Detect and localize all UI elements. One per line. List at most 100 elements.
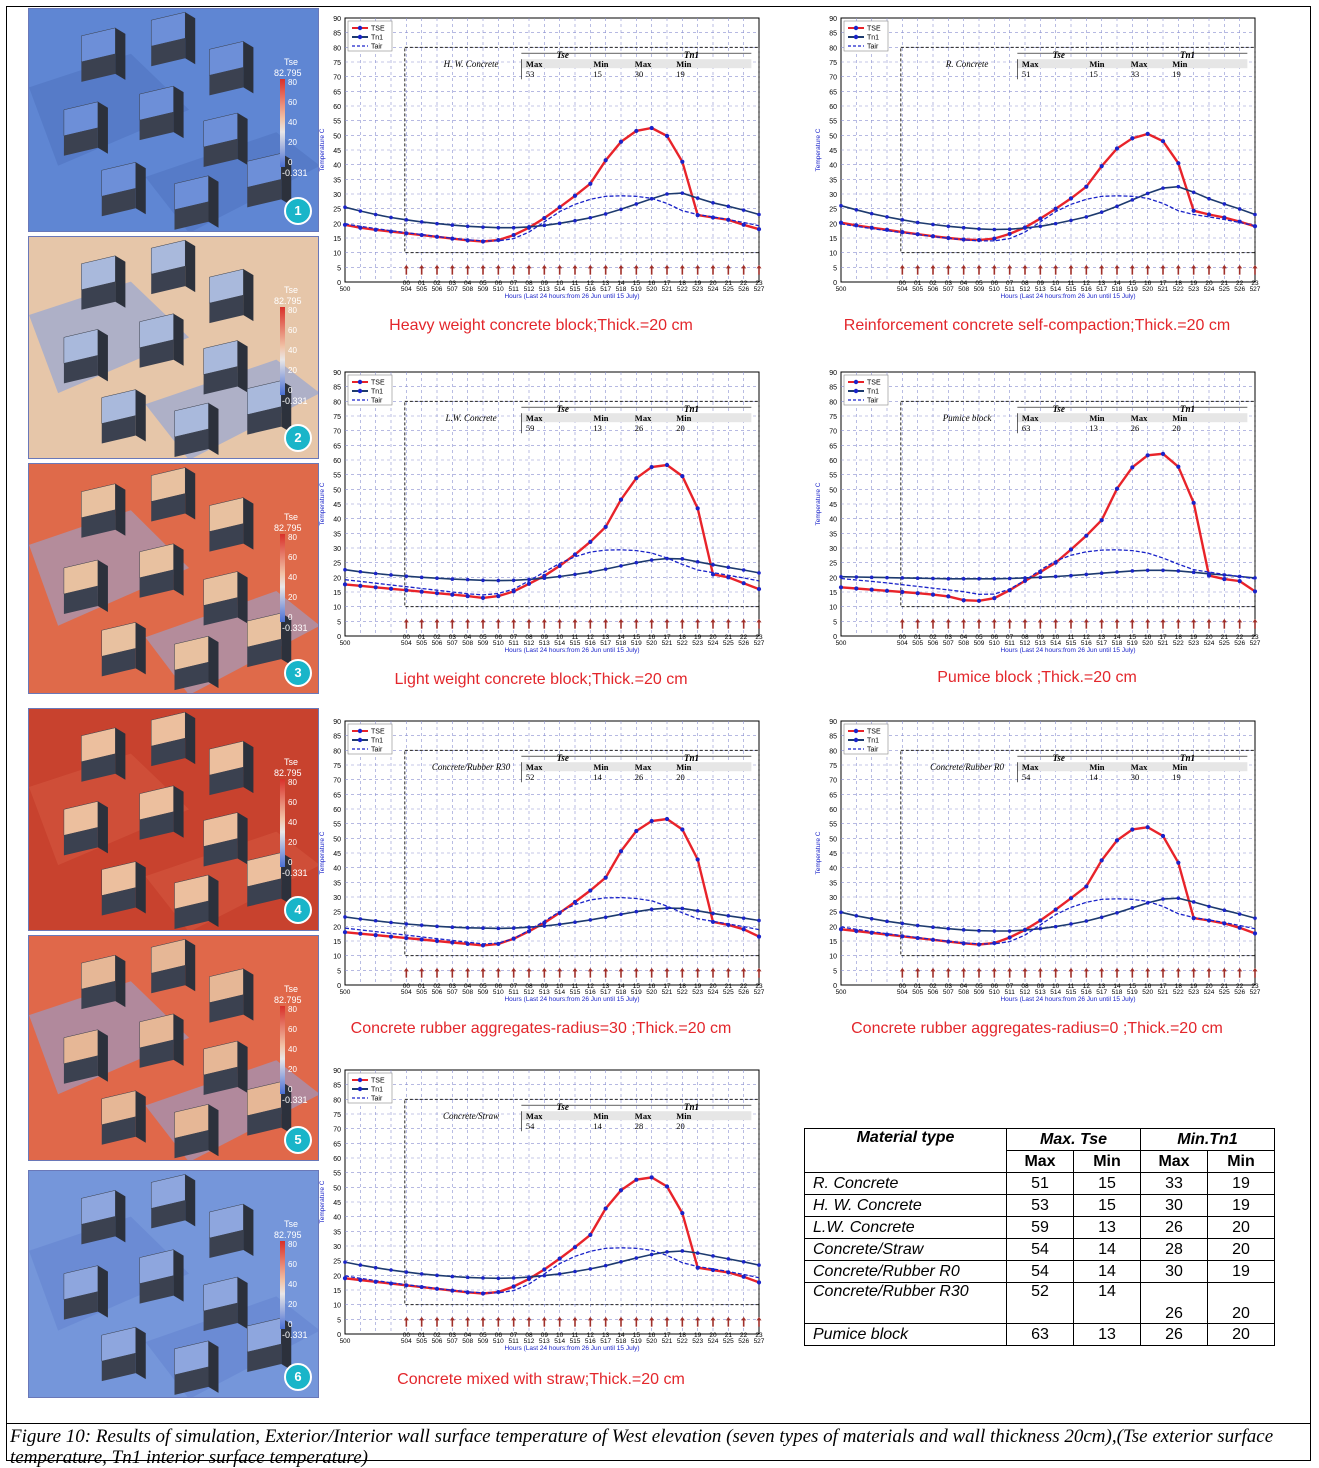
hour-arrow-head	[465, 967, 471, 972]
building-block	[63, 801, 108, 856]
hour-label: 02	[433, 634, 441, 641]
data-point	[526, 581, 532, 586]
colorbar-min: -0.331	[282, 868, 308, 878]
inset-value: 13	[1089, 423, 1098, 433]
data-point	[603, 212, 608, 216]
data-point	[1161, 568, 1165, 573]
colorbar-tick: 0	[288, 386, 293, 395]
hour-arrow-head	[679, 967, 685, 972]
hour-label: 20	[1205, 280, 1213, 287]
y-tick-label: 80	[829, 399, 837, 406]
data-point	[496, 225, 501, 230]
data-point	[1222, 576, 1227, 582]
hour-label: 18	[679, 634, 687, 641]
material-cell: R. Concrete	[804, 1172, 1007, 1195]
x-tick-label: 514	[1050, 989, 1061, 996]
x-tick-label: 512	[524, 989, 535, 996]
x-tick-label: 509	[478, 286, 489, 293]
data-point	[419, 923, 424, 927]
hour-label: 09	[541, 634, 549, 641]
x-tick-label: 524	[708, 286, 719, 293]
data-point	[1176, 464, 1181, 469]
hour-arrow-head	[587, 967, 593, 972]
y-tick-label: 90	[829, 719, 837, 726]
tn1-min-cell: 19	[1207, 1260, 1275, 1283]
inset-value: 14	[593, 772, 602, 782]
colorbar-max: 82.795	[274, 68, 302, 78]
hour-arrow-head	[945, 967, 951, 972]
hour-arrow-head	[1022, 264, 1028, 269]
data-point	[1053, 907, 1058, 912]
data-point	[756, 934, 762, 939]
x-tick-label: 507	[447, 640, 458, 647]
inset-header-tse: Tse	[1053, 50, 1065, 60]
y-tick-label: 35	[333, 1229, 341, 1236]
tn1-max-cell: 26	[1140, 1323, 1208, 1346]
hour-label: 10	[1052, 280, 1060, 287]
hour-label: 03	[449, 1332, 457, 1339]
data-point	[496, 926, 501, 931]
y-tick-label: 15	[829, 236, 837, 243]
hour-label: 04	[960, 634, 968, 641]
hour-label: 04	[960, 280, 968, 287]
data-point	[511, 926, 516, 930]
data-point	[680, 159, 685, 164]
period-box	[900, 400, 1256, 608]
data-point	[1161, 186, 1165, 190]
hour-arrow-head	[434, 1316, 440, 1321]
x-tick-label: 526	[1234, 286, 1245, 293]
y-axis-label: Temperature C	[815, 128, 822, 171]
x-tick-label: 512	[1020, 989, 1031, 996]
x-tick-label: 519	[631, 989, 642, 996]
data-point	[450, 1274, 455, 1279]
inset-subheader: Max	[1131, 59, 1148, 69]
data-point	[619, 207, 623, 212]
hour-label: 05	[975, 634, 983, 641]
y-tick-label: 45	[333, 502, 341, 509]
hour-label: 08	[1021, 280, 1029, 287]
x-tick-label: 527	[1250, 640, 1261, 647]
data-point	[695, 196, 700, 200]
building-block	[150, 11, 196, 67]
series-line	[344, 1250, 760, 1280]
hour-label: 04	[464, 983, 472, 990]
hour-arrow-head	[930, 618, 936, 623]
data-point	[1099, 858, 1104, 863]
hour-label: 07	[510, 280, 518, 287]
data-point	[854, 586, 859, 591]
hour-label: 07	[510, 983, 518, 990]
hour-label: 20	[709, 983, 717, 990]
hour-label: 11	[1068, 983, 1075, 990]
simulation-screenshot-5: Tse 82.795 80 60 40 20 0 -0.331 5	[28, 935, 319, 1161]
colorbar-gradient	[280, 1006, 285, 1094]
data-point	[358, 917, 363, 921]
y-tick-label: 70	[829, 778, 837, 785]
y-tick-label: 25	[829, 910, 837, 917]
x-tick-label: 524	[1204, 640, 1215, 647]
data-point	[435, 576, 439, 581]
y-axis-label: Temperature C	[815, 831, 822, 874]
hour-label: 12	[587, 280, 595, 287]
data-point	[757, 1263, 761, 1267]
data-point	[1222, 202, 1227, 206]
hour-label: 16	[1144, 280, 1152, 287]
x-tick-label: 505	[912, 286, 923, 293]
x-tick-label: 516	[585, 1338, 596, 1345]
panel-number-badge: 5	[284, 1126, 312, 1154]
tse-min-cell: 14	[1073, 1282, 1141, 1324]
data-point	[664, 462, 670, 468]
hour-arrow-head	[1083, 264, 1089, 269]
hour-arrow-head	[1237, 264, 1243, 269]
building-block	[203, 571, 248, 626]
data-point	[680, 191, 685, 195]
hour-arrow-head	[1068, 264, 1074, 269]
colorbar-title: Tse	[284, 57, 298, 67]
hour-arrow-head	[1145, 618, 1151, 623]
data-point	[1207, 904, 1211, 909]
hour-arrow-head	[1206, 618, 1212, 623]
inset-stats-table: Concrete/Rubber R0 Tse Tn1 Max Min Max Min 54 14…	[930, 753, 1248, 782]
x-tick-label: 516	[585, 989, 596, 996]
tn1-max-cell: 28	[1140, 1238, 1208, 1261]
hour-arrow-head	[480, 264, 486, 269]
y-tick-label: 45	[829, 502, 837, 509]
